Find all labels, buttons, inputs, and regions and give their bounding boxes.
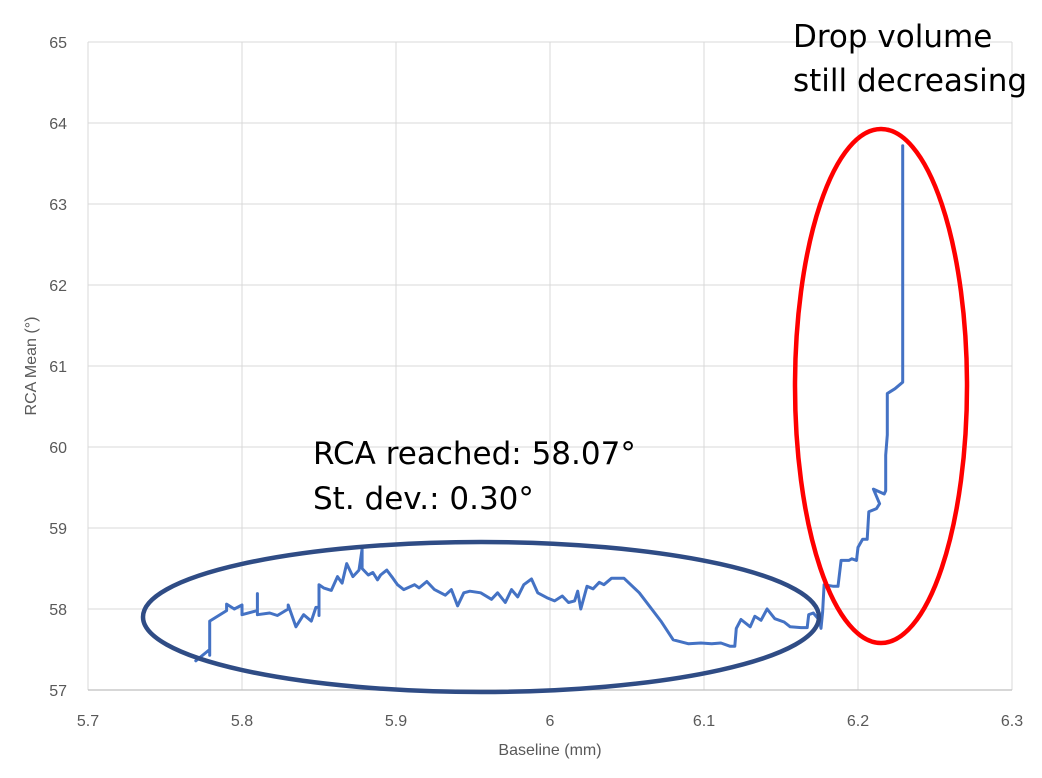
annotation-still-decreasing: still decreasing [793,63,1027,99]
y-tick-labels: 57 58 59 60 61 62 63 64 65 [49,35,67,700]
annotation-st-dev: St. dev.: 0.30° [313,481,534,517]
series-line [194,144,905,663]
x-tick-label: 6 [546,713,555,730]
y-tick-label: 57 [49,683,67,700]
annotation-drop-volume: Drop volume [793,19,992,55]
x-axis-title: Baseline (mm) [498,742,601,759]
x-tick-labels: 5.7 5.8 5.9 6 6.1 6.2 6.3 [77,713,1023,730]
gridlines [87,41,1013,691]
y-tick-label: 64 [49,116,67,133]
y-tick-label: 61 [49,359,67,376]
y-tick-label: 58 [49,602,67,619]
x-tick-label: 5.7 [77,713,99,730]
rise-ellipse [792,126,970,646]
x-tick-label: 6.3 [1001,713,1023,730]
y-tick-label: 65 [49,35,67,52]
x-tick-label: 6.2 [847,713,869,730]
annotation-rca-reached: RCA reached: 58.07° [313,436,636,472]
y-tick-label: 59 [49,521,67,538]
x-tick-label: 5.8 [231,713,253,730]
y-tick-label: 62 [49,278,67,295]
y-tick-label: 63 [49,197,67,214]
plateau-ellipse [140,539,822,695]
y-tick-label: 60 [49,440,67,457]
x-tick-label: 6.1 [693,713,715,730]
x-tick-label: 5.9 [385,713,407,730]
y-axis-title: RCA Mean (°) [23,317,40,416]
